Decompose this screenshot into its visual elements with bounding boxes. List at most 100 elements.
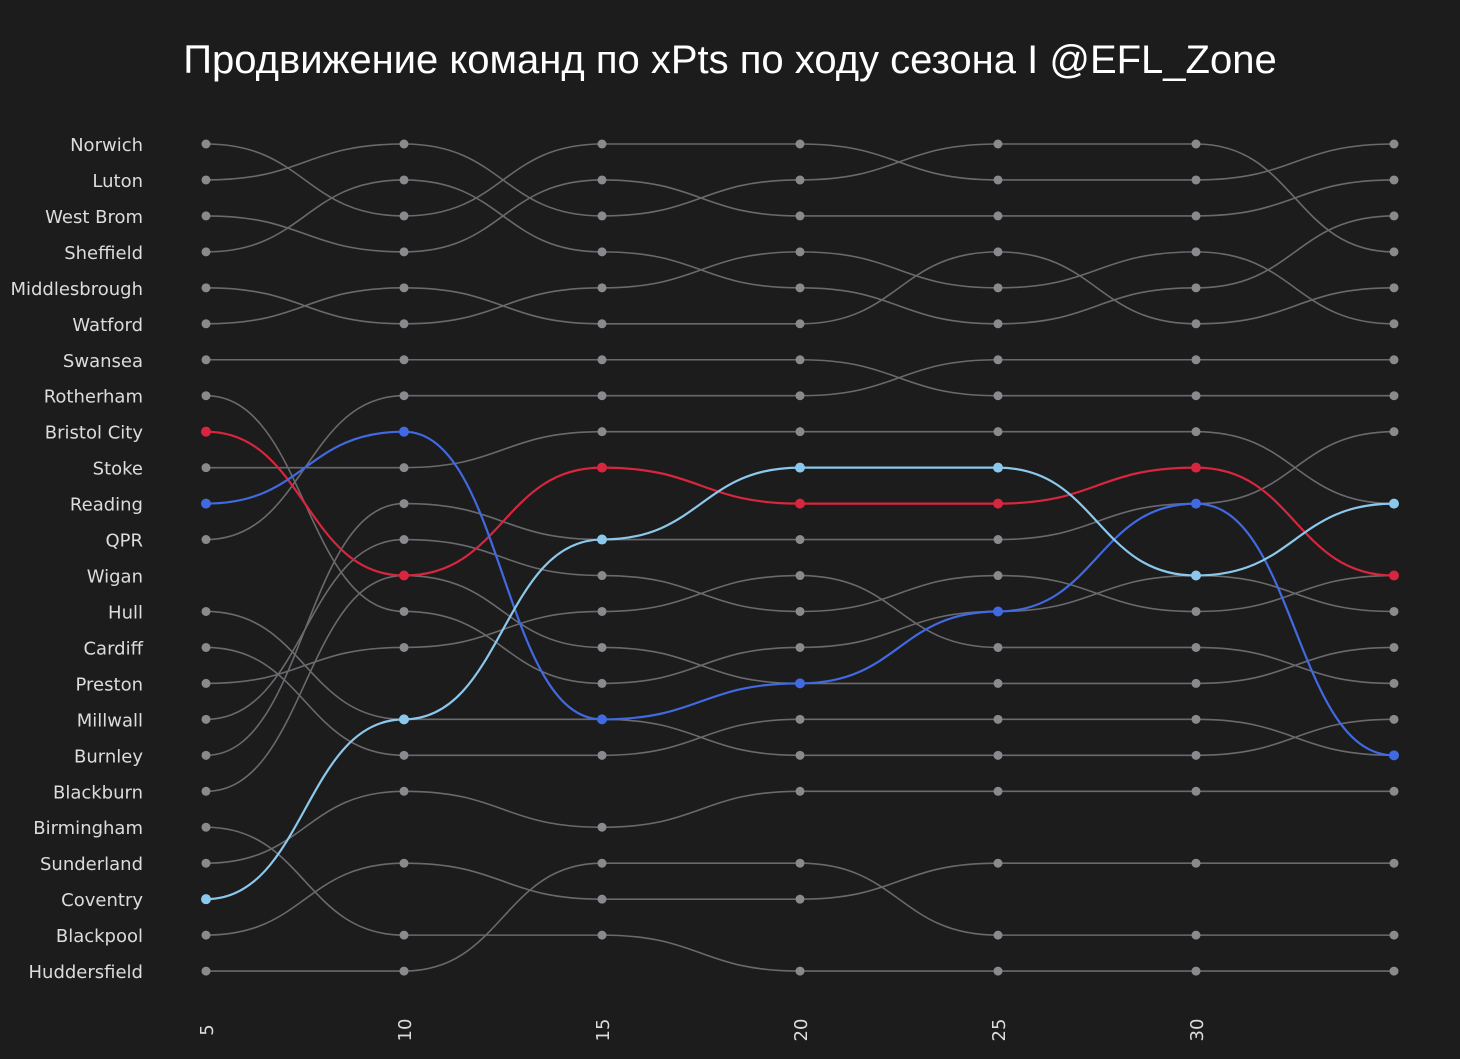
node-birmingham-5 [201,822,211,832]
team-label-stoke: Stoke [93,459,143,480]
node-reading-25 [993,606,1003,617]
node-qpr-15 [597,391,607,401]
node-watford-34 [1389,283,1399,293]
node-millwall-30 [1191,606,1201,616]
team-label-preston: Preston [76,674,143,695]
node-blackpool-5 [201,930,211,940]
x-tick-label-20: 20 [791,1019,812,1042]
team-label-sheffield: Sheffield [64,243,143,264]
team-label-rotherham: Rotherham [44,387,143,408]
node-blackpool-10 [399,858,409,868]
node-swansea-10 [399,355,409,365]
node-rotherham-10 [399,606,409,616]
node-huddersfield-10 [399,966,409,976]
node-watford-10 [399,283,409,293]
node-blackpool-25 [993,858,1003,868]
line-burnley [205,430,1395,757]
x-tick-labels: 5 10 15 20 25 30 [197,1019,1208,1042]
node-hull-20 [795,750,805,760]
node-luton-15 [597,211,607,221]
team-label-norwich: Norwich [70,135,143,156]
node-millwall-10 [399,535,409,545]
node-qpr-10 [399,391,409,401]
node-sunderland-20 [795,786,805,796]
node-norwich-20 [795,139,805,149]
node-middlesbrough-25 [993,283,1003,293]
node-millwall-25 [993,571,1003,581]
node-bristol-city-25 [993,498,1003,509]
node-preston-20 [795,571,805,581]
team-label-burnley: Burnley [74,746,143,767]
node-sheffield-15 [597,247,607,257]
node-luton-10 [399,139,409,149]
node-luton-5 [201,175,211,185]
node-luton-25 [993,139,1003,149]
node-coventry-10 [399,714,409,725]
node-sunderland-10 [399,786,409,796]
node-cardiff-5 [201,642,211,652]
node-stoke-10 [399,463,409,473]
x-tick-label-25: 25 [989,1019,1010,1042]
line-cardiff [205,646,1395,757]
node-reading-34 [1389,750,1399,761]
line-qpr [205,358,1394,541]
node-stoke-15 [597,427,607,437]
node-watford-5 [201,319,211,329]
node-sheffield-20 [795,283,805,293]
node-coventry-20 [795,462,805,473]
node-sheffield-5 [201,247,211,257]
node-burnley-10 [399,499,409,509]
team-label-blackburn: Blackburn [53,782,143,803]
node-blackpool-34 [1389,858,1399,868]
node-luton-30 [1191,139,1201,149]
x-tick-label-10: 10 [395,1019,416,1042]
node-watford-25 [993,247,1003,257]
node-reading-15 [597,714,607,725]
node-hull-34 [1389,714,1399,724]
node-cardiff-25 [993,714,1003,724]
team-label-luton: Luton [92,171,143,192]
team-label-cardiff: Cardiff [83,638,143,659]
node-hull-30 [1191,750,1201,760]
node-bristol-city-5 [201,426,211,437]
node-sunderland-30 [1191,786,1201,796]
node-stoke-25 [993,427,1003,437]
node-cardiff-15 [597,750,607,760]
node-huddersfield-20 [795,858,805,868]
node-millwall-5 [201,714,211,724]
rank-nodes [201,139,1399,976]
node-bristol-city-10 [399,570,409,581]
node-reading-20 [795,678,805,689]
node-middlesbrough-5 [201,283,211,293]
team-label-reading: Reading [70,495,143,516]
team-label-blackpool: Blackpool [56,926,143,947]
node-coventry-15 [597,534,607,545]
node-burnley-25 [993,535,1003,545]
team-label-sunderland: Sunderland [40,854,143,875]
node-middlesbrough-20 [795,247,805,257]
node-millwall-20 [795,606,805,616]
node-sunderland-15 [597,822,607,832]
node-preston-15 [597,606,607,616]
node-rotherham-20 [795,642,805,652]
node-watford-20 [795,319,805,329]
node-luton-34 [1389,247,1399,257]
x-tick-label-5: 5 [197,1024,218,1035]
node-rotherham-5 [201,391,211,401]
node-birmingham-30 [1191,966,1201,976]
node-qpr-30 [1191,355,1201,365]
team-label-west-brom: West Brom [45,207,143,228]
node-sheffield-25 [993,319,1003,329]
node-preston-34 [1389,678,1399,688]
node-sheffield-10 [399,175,409,185]
node-west-brom-25 [993,211,1003,221]
node-watford-15 [597,319,607,329]
node-cardiff-10 [399,750,409,760]
node-west-brom-15 [597,175,607,185]
node-middlesbrough-34 [1389,319,1399,329]
node-qpr-5 [201,535,211,545]
node-middlesbrough-15 [597,283,607,293]
node-bristol-city-30 [1191,462,1201,473]
node-burnley-34 [1389,427,1399,437]
node-coventry-34 [1389,498,1399,509]
